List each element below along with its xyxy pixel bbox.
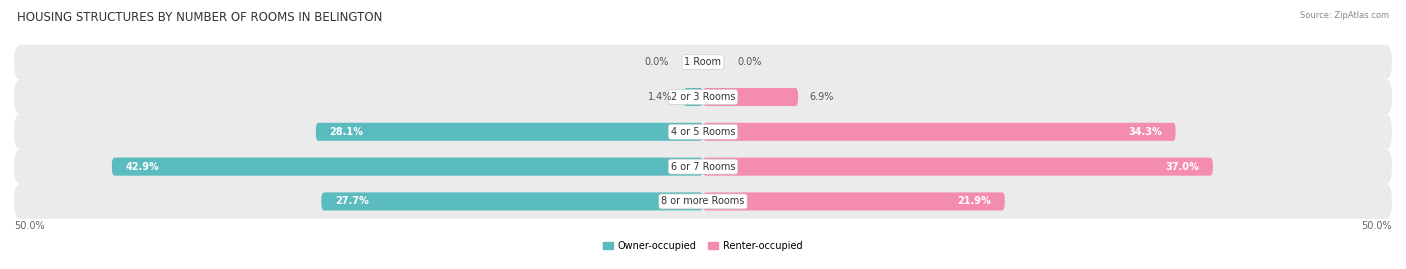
FancyBboxPatch shape	[112, 158, 703, 176]
Text: 8 or more Rooms: 8 or more Rooms	[661, 196, 745, 206]
Text: 1 Room: 1 Room	[685, 57, 721, 67]
Text: 0.0%: 0.0%	[644, 57, 669, 67]
FancyBboxPatch shape	[703, 123, 1175, 141]
Text: 28.1%: 28.1%	[329, 127, 364, 137]
FancyBboxPatch shape	[703, 158, 1213, 176]
Text: 6 or 7 Rooms: 6 or 7 Rooms	[671, 162, 735, 172]
FancyBboxPatch shape	[14, 149, 1392, 184]
Text: 50.0%: 50.0%	[1361, 221, 1392, 231]
Text: 6.9%: 6.9%	[808, 92, 834, 102]
FancyBboxPatch shape	[322, 192, 703, 210]
Text: 50.0%: 50.0%	[14, 221, 45, 231]
Text: 21.9%: 21.9%	[957, 196, 991, 206]
Text: 34.3%: 34.3%	[1128, 127, 1161, 137]
FancyBboxPatch shape	[703, 192, 1005, 210]
Text: HOUSING STRUCTURES BY NUMBER OF ROOMS IN BELINGTON: HOUSING STRUCTURES BY NUMBER OF ROOMS IN…	[17, 11, 382, 24]
Legend: Owner-occupied, Renter-occupied: Owner-occupied, Renter-occupied	[599, 237, 807, 255]
FancyBboxPatch shape	[703, 88, 799, 106]
Text: 0.0%: 0.0%	[738, 57, 762, 67]
Text: 42.9%: 42.9%	[125, 162, 159, 172]
FancyBboxPatch shape	[14, 80, 1392, 114]
Text: Source: ZipAtlas.com: Source: ZipAtlas.com	[1301, 11, 1389, 20]
FancyBboxPatch shape	[14, 45, 1392, 80]
Text: 37.0%: 37.0%	[1166, 162, 1199, 172]
FancyBboxPatch shape	[14, 184, 1392, 219]
Text: 1.4%: 1.4%	[648, 92, 672, 102]
Text: 27.7%: 27.7%	[335, 196, 368, 206]
FancyBboxPatch shape	[683, 88, 703, 106]
Text: 2 or 3 Rooms: 2 or 3 Rooms	[671, 92, 735, 102]
Text: 4 or 5 Rooms: 4 or 5 Rooms	[671, 127, 735, 137]
FancyBboxPatch shape	[316, 123, 703, 141]
FancyBboxPatch shape	[14, 114, 1392, 149]
